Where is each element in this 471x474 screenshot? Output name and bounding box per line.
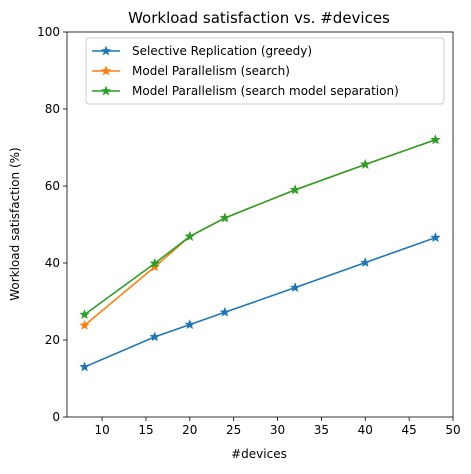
data-point-series-2 [79, 319, 90, 330]
legend-marker [100, 65, 112, 76]
x-axis-label: #devices [231, 447, 287, 461]
data-point-series-1 [79, 361, 90, 372]
y-tick-label: 80 [45, 102, 60, 116]
legend-label: Selective Replication (greedy) [132, 44, 312, 58]
x-tick-label: 10 [94, 423, 109, 437]
data-point-series-1 [219, 306, 231, 317]
y-tick-label: 20 [45, 333, 60, 347]
x-tick-label: 20 [182, 423, 197, 437]
data-point-series-1 [360, 257, 371, 268]
legend-marker [100, 85, 112, 96]
data-point-series-1 [184, 319, 195, 329]
y-axis-label: Workload satisfaction (%) [8, 147, 22, 301]
legend-marker [100, 45, 112, 56]
data-point-series-1 [149, 331, 160, 342]
data-point-series-3 [184, 231, 195, 241]
data-point-series-3 [149, 257, 160, 268]
x-tick-label: 35 [314, 423, 329, 437]
x-tick-label: 50 [445, 423, 460, 437]
data-point-series-1 [430, 232, 441, 242]
x-tick-label: 25 [226, 423, 241, 437]
x-tick-label: 40 [358, 423, 373, 437]
legend-label: Model Parallelism (search model separati… [132, 84, 399, 98]
data-point-series-3 [360, 159, 371, 169]
data-point-series-3 [289, 184, 301, 195]
y-tick-label: 60 [45, 179, 60, 193]
x-tick-label: 15 [138, 423, 153, 437]
plot-area: 10 15 20 25 30 35 40 45 50 0 20 40 60 80 100 Selective … [37, 25, 461, 437]
data-point-series-3 [79, 309, 90, 319]
plot-frame [66, 31, 454, 418]
data-point-series-3 [219, 212, 231, 223]
data-point-series-1 [289, 282, 301, 293]
x-tick-label: 45 [401, 423, 416, 437]
legend: Selective Replication (greedy) Model Para… [85, 37, 445, 105]
chart-title: Workload satisfaction vs. #devices [128, 9, 390, 27]
y-tick-label: 0 [52, 410, 60, 424]
legend-box [85, 37, 445, 105]
data-point-series-3 [430, 134, 441, 145]
legend-label: Model Parallelism (search) [132, 64, 290, 78]
x-tick-label: 30 [270, 423, 285, 437]
y-tick-label: 40 [45, 256, 60, 270]
y-tick-label: 100 [37, 25, 60, 39]
